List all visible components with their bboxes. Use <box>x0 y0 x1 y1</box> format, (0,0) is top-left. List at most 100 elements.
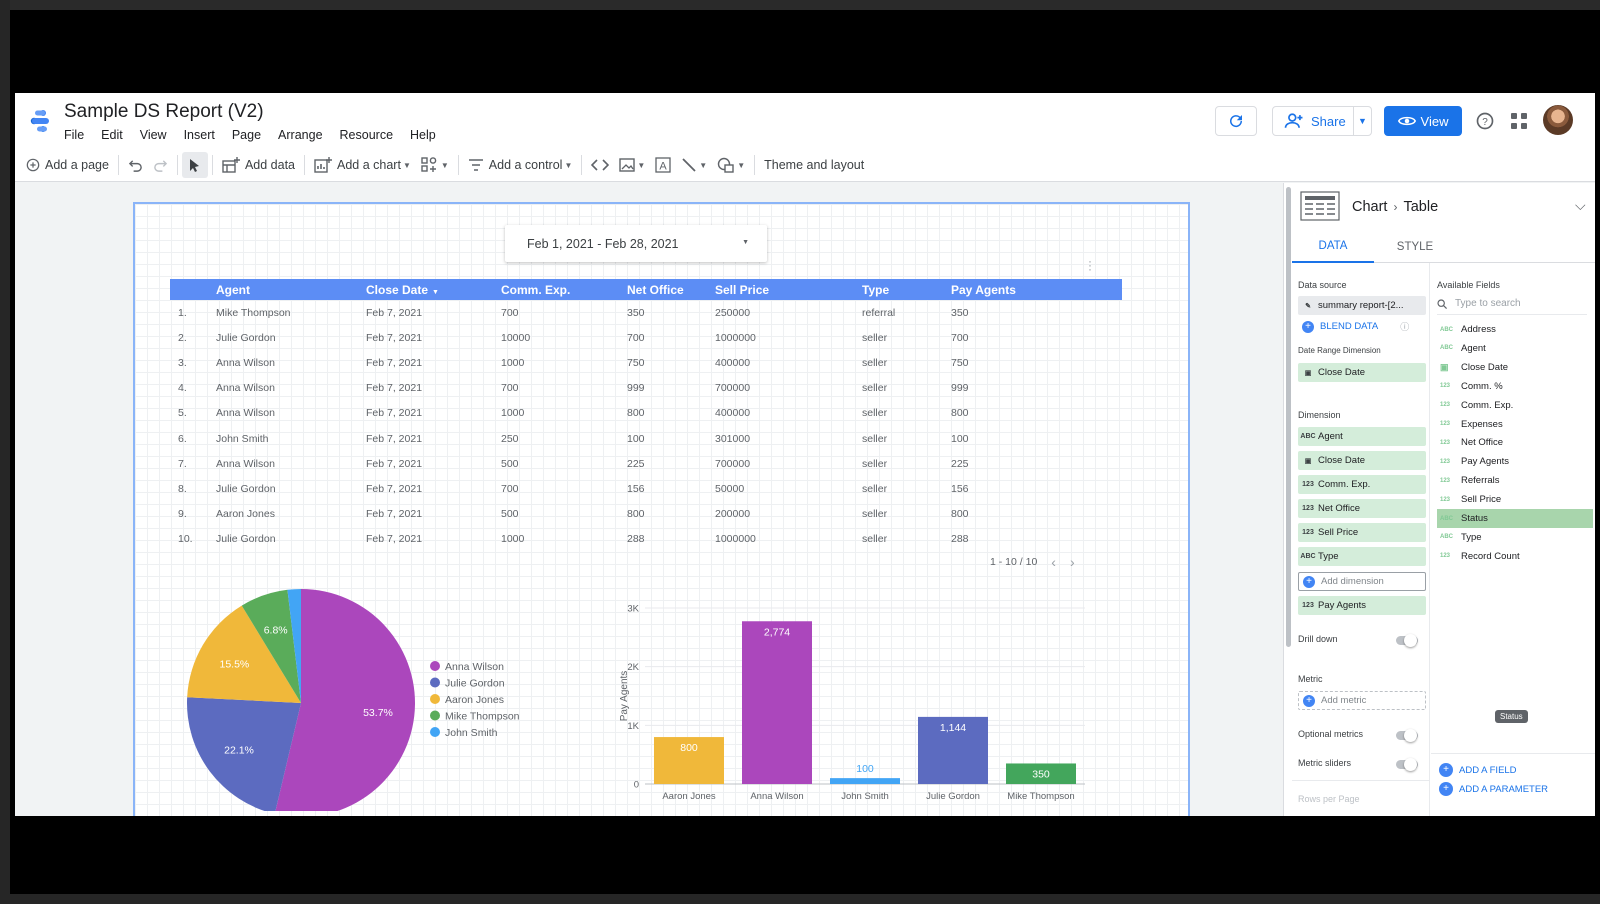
date-range-chip[interactable]: ▣ Close Date <box>1298 363 1426 382</box>
dimension-chip[interactable]: 123 Comm. Exp. <box>1298 475 1426 494</box>
available-field[interactable]: 123 Comm. Exp. <box>1437 396 1593 415</box>
dimension-chip[interactable]: 123 Pay Agents <box>1298 596 1426 615</box>
data-studio-logo-icon[interactable] <box>26 107 54 135</box>
bar[interactable] <box>830 778 900 784</box>
pie-slice[interactable] <box>287 589 301 703</box>
add-chart-button[interactable]: Add a chart ▼ <box>309 152 416 178</box>
view-button[interactable]: View <box>1384 106 1462 136</box>
report-page[interactable]: Feb 1, 2021 - Feb 28, 2021 ▼ · · · Agent C… <box>133 202 1190 816</box>
theme-and-layout-button[interactable]: Theme and layout <box>759 152 869 178</box>
menu-page[interactable]: Page <box>231 128 262 142</box>
add-metric-button[interactable]: + Add metric <box>1298 691 1426 710</box>
legend-label[interactable]: Aaron Jones <box>445 694 504 706</box>
report-title[interactable]: Sample DS Report (V2) <box>64 101 264 122</box>
chevron-down-icon[interactable]: ⌵ <box>1575 197 1586 213</box>
menu-help[interactable]: Help <box>410 128 436 142</box>
bar[interactable] <box>654 737 724 784</box>
table-header-sorted[interactable]: Close Date ▼ <box>366 279 501 300</box>
legend-label[interactable]: Julie Gordon <box>445 678 505 690</box>
field-search-input[interactable]: Type to search <box>1437 293 1587 315</box>
add-dimension-button[interactable]: + Add dimension <box>1298 572 1426 591</box>
help-icon[interactable]: ? <box>1473 109 1497 133</box>
table-row[interactable]: 4. Anna Wilson Feb 7, 2021 700 999 700000 sell… <box>170 376 1122 401</box>
available-field[interactable]: 123 Record Count <box>1437 547 1593 566</box>
dimension-chip[interactable]: 123 Net Office <box>1298 499 1426 518</box>
dimension-chip[interactable]: 123 Sell Price <box>1298 523 1426 542</box>
available-field[interactable]: ABC Type <box>1437 528 1593 547</box>
available-field[interactable]: 123 Referrals <box>1437 471 1593 490</box>
embed-url-button[interactable] <box>586 152 614 178</box>
menu-file[interactable]: File <box>64 128 85 142</box>
available-field[interactable]: ABC Agent <box>1437 339 1593 358</box>
table-header[interactable]: Comm. Exp. <box>501 279 627 300</box>
available-field[interactable]: 123 Expenses <box>1437 415 1593 434</box>
more-options-icon[interactable]: · · · <box>1088 254 1092 276</box>
bar-chart[interactable]: 0 1K 2K 3K Pay Agents 800 Aaron Jones 2,774 Anna… <box>605 594 1095 814</box>
optional-metrics-toggle[interactable] <box>1396 728 1418 742</box>
menu-view[interactable]: View <box>139 128 167 142</box>
data-source-chip[interactable]: ✎ summary report-[2... <box>1298 296 1426 315</box>
metric-sliders-toggle[interactable] <box>1396 757 1418 771</box>
dimension-chip[interactable]: ▣ Close Date <box>1298 451 1426 470</box>
chevron-right-icon[interactable]: › <box>1069 554 1075 570</box>
table-row[interactable]: 2. Julie Gordon Feb 7, 2021 10000 700 1000000… <box>170 325 1122 350</box>
chevron-left-icon[interactable]: ‹ <box>1051 554 1056 570</box>
share-dropdown-icon[interactable]: ▼ <box>1358 116 1367 126</box>
text-box-button[interactable]: A <box>650 152 676 178</box>
table-row[interactable]: 10. Julie Gordon Feb 7, 2021 1000 288 1000000… <box>170 527 1122 552</box>
table-header[interactable]: Sell Price <box>715 279 862 300</box>
table-header[interactable]: Agent <box>216 279 366 300</box>
add-data-button[interactable]: Add data <box>217 152 300 178</box>
add-parameter-link[interactable]: + ADD A PARAMETER <box>1437 782 1548 796</box>
shape-button[interactable]: ▼ <box>712 152 750 178</box>
pie-chart[interactable]: 53.7% 22.1% 15.5% 6.8% Anna Wilson Julie Gord… <box>175 586 535 811</box>
line-button[interactable]: ▼ <box>676 152 712 178</box>
image-button[interactable]: ▼ <box>614 152 650 178</box>
available-field[interactable]: 123 Net Office <box>1437 433 1593 452</box>
drill-down-toggle[interactable] <box>1396 633 1418 647</box>
breadcrumb-chart[interactable]: Chart <box>1352 199 1388 215</box>
menu-resource[interactable]: Resource <box>339 128 394 142</box>
pie-slice[interactable] <box>187 605 301 703</box>
add-field-link[interactable]: + ADD A FIELD <box>1437 763 1517 777</box>
available-field[interactable]: 123 Sell Price <box>1437 490 1593 509</box>
dimension-chip[interactable]: ABC Agent <box>1298 427 1426 446</box>
table-header[interactable]: Net Office <box>627 279 715 300</box>
redo-button[interactable] <box>148 152 173 178</box>
legend-label[interactable]: Mike Thompson <box>445 711 520 723</box>
date-range-control[interactable]: Feb 1, 2021 - Feb 28, 2021 ▼ <box>505 225 767 262</box>
available-field[interactable]: 123 Comm. % <box>1437 377 1593 396</box>
available-field[interactable]: ABC Address <box>1437 320 1593 339</box>
table-row[interactable]: 7. Anna Wilson Feb 7, 2021 500 225 700000 sell… <box>170 451 1122 476</box>
share-button[interactable]: Share ▼ <box>1272 106 1372 136</box>
community-viz-button[interactable]: ▼ <box>416 152 454 178</box>
table-header[interactable]: Type <box>862 279 951 300</box>
table-row[interactable]: 6. John Smith Feb 7, 2021 250 100 301000 selle… <box>170 426 1122 451</box>
table-row[interactable]: 5. Anna Wilson Feb 7, 2021 1000 800 400000 sel… <box>170 401 1122 426</box>
pie-slice[interactable] <box>241 589 301 703</box>
table-row[interactable]: 3. Anna Wilson Feb 7, 2021 1000 750 400000 sel… <box>170 350 1122 375</box>
data-table[interactable]: Agent Close Date ▼ Comm. Exp. Net Office … <box>170 279 1122 552</box>
bar[interactable] <box>742 621 812 784</box>
pie-slice[interactable] <box>275 589 415 811</box>
pencil-icon[interactable]: ✎ <box>1305 302 1311 310</box>
table-row[interactable]: 8. Julie Gordon Feb 7, 2021 700 156 50000 sell… <box>170 476 1122 501</box>
menu-insert[interactable]: Insert <box>183 128 215 142</box>
help-icon[interactable]: ⓘ <box>1400 322 1410 332</box>
pie-slice[interactable] <box>187 697 301 811</box>
panel-scrollbar[interactable] <box>1286 187 1291 647</box>
available-field[interactable]: ABC Status <box>1437 509 1593 528</box>
undo-button[interactable] <box>123 152 148 178</box>
add-control-button[interactable]: Add a control ▼ <box>463 152 578 178</box>
refresh-button[interactable] <box>1215 106 1257 136</box>
menu-edit[interactable]: Edit <box>101 128 123 142</box>
available-field[interactable]: 123 Pay Agents <box>1437 452 1593 471</box>
table-header[interactable]: Pay Agents <box>951 279 1122 300</box>
tab-data[interactable]: DATA <box>1292 231 1374 263</box>
blend-data-link[interactable]: + BLEND DATA ⓘ <box>1298 320 1409 333</box>
avatar[interactable] <box>1543 105 1573 135</box>
tab-style[interactable]: STYLE <box>1396 241 1434 253</box>
breadcrumb-table[interactable]: Table <box>1403 199 1439 215</box>
apps-grid-icon[interactable] <box>1507 109 1531 133</box>
add-page-button[interactable]: Add a page <box>21 152 114 178</box>
